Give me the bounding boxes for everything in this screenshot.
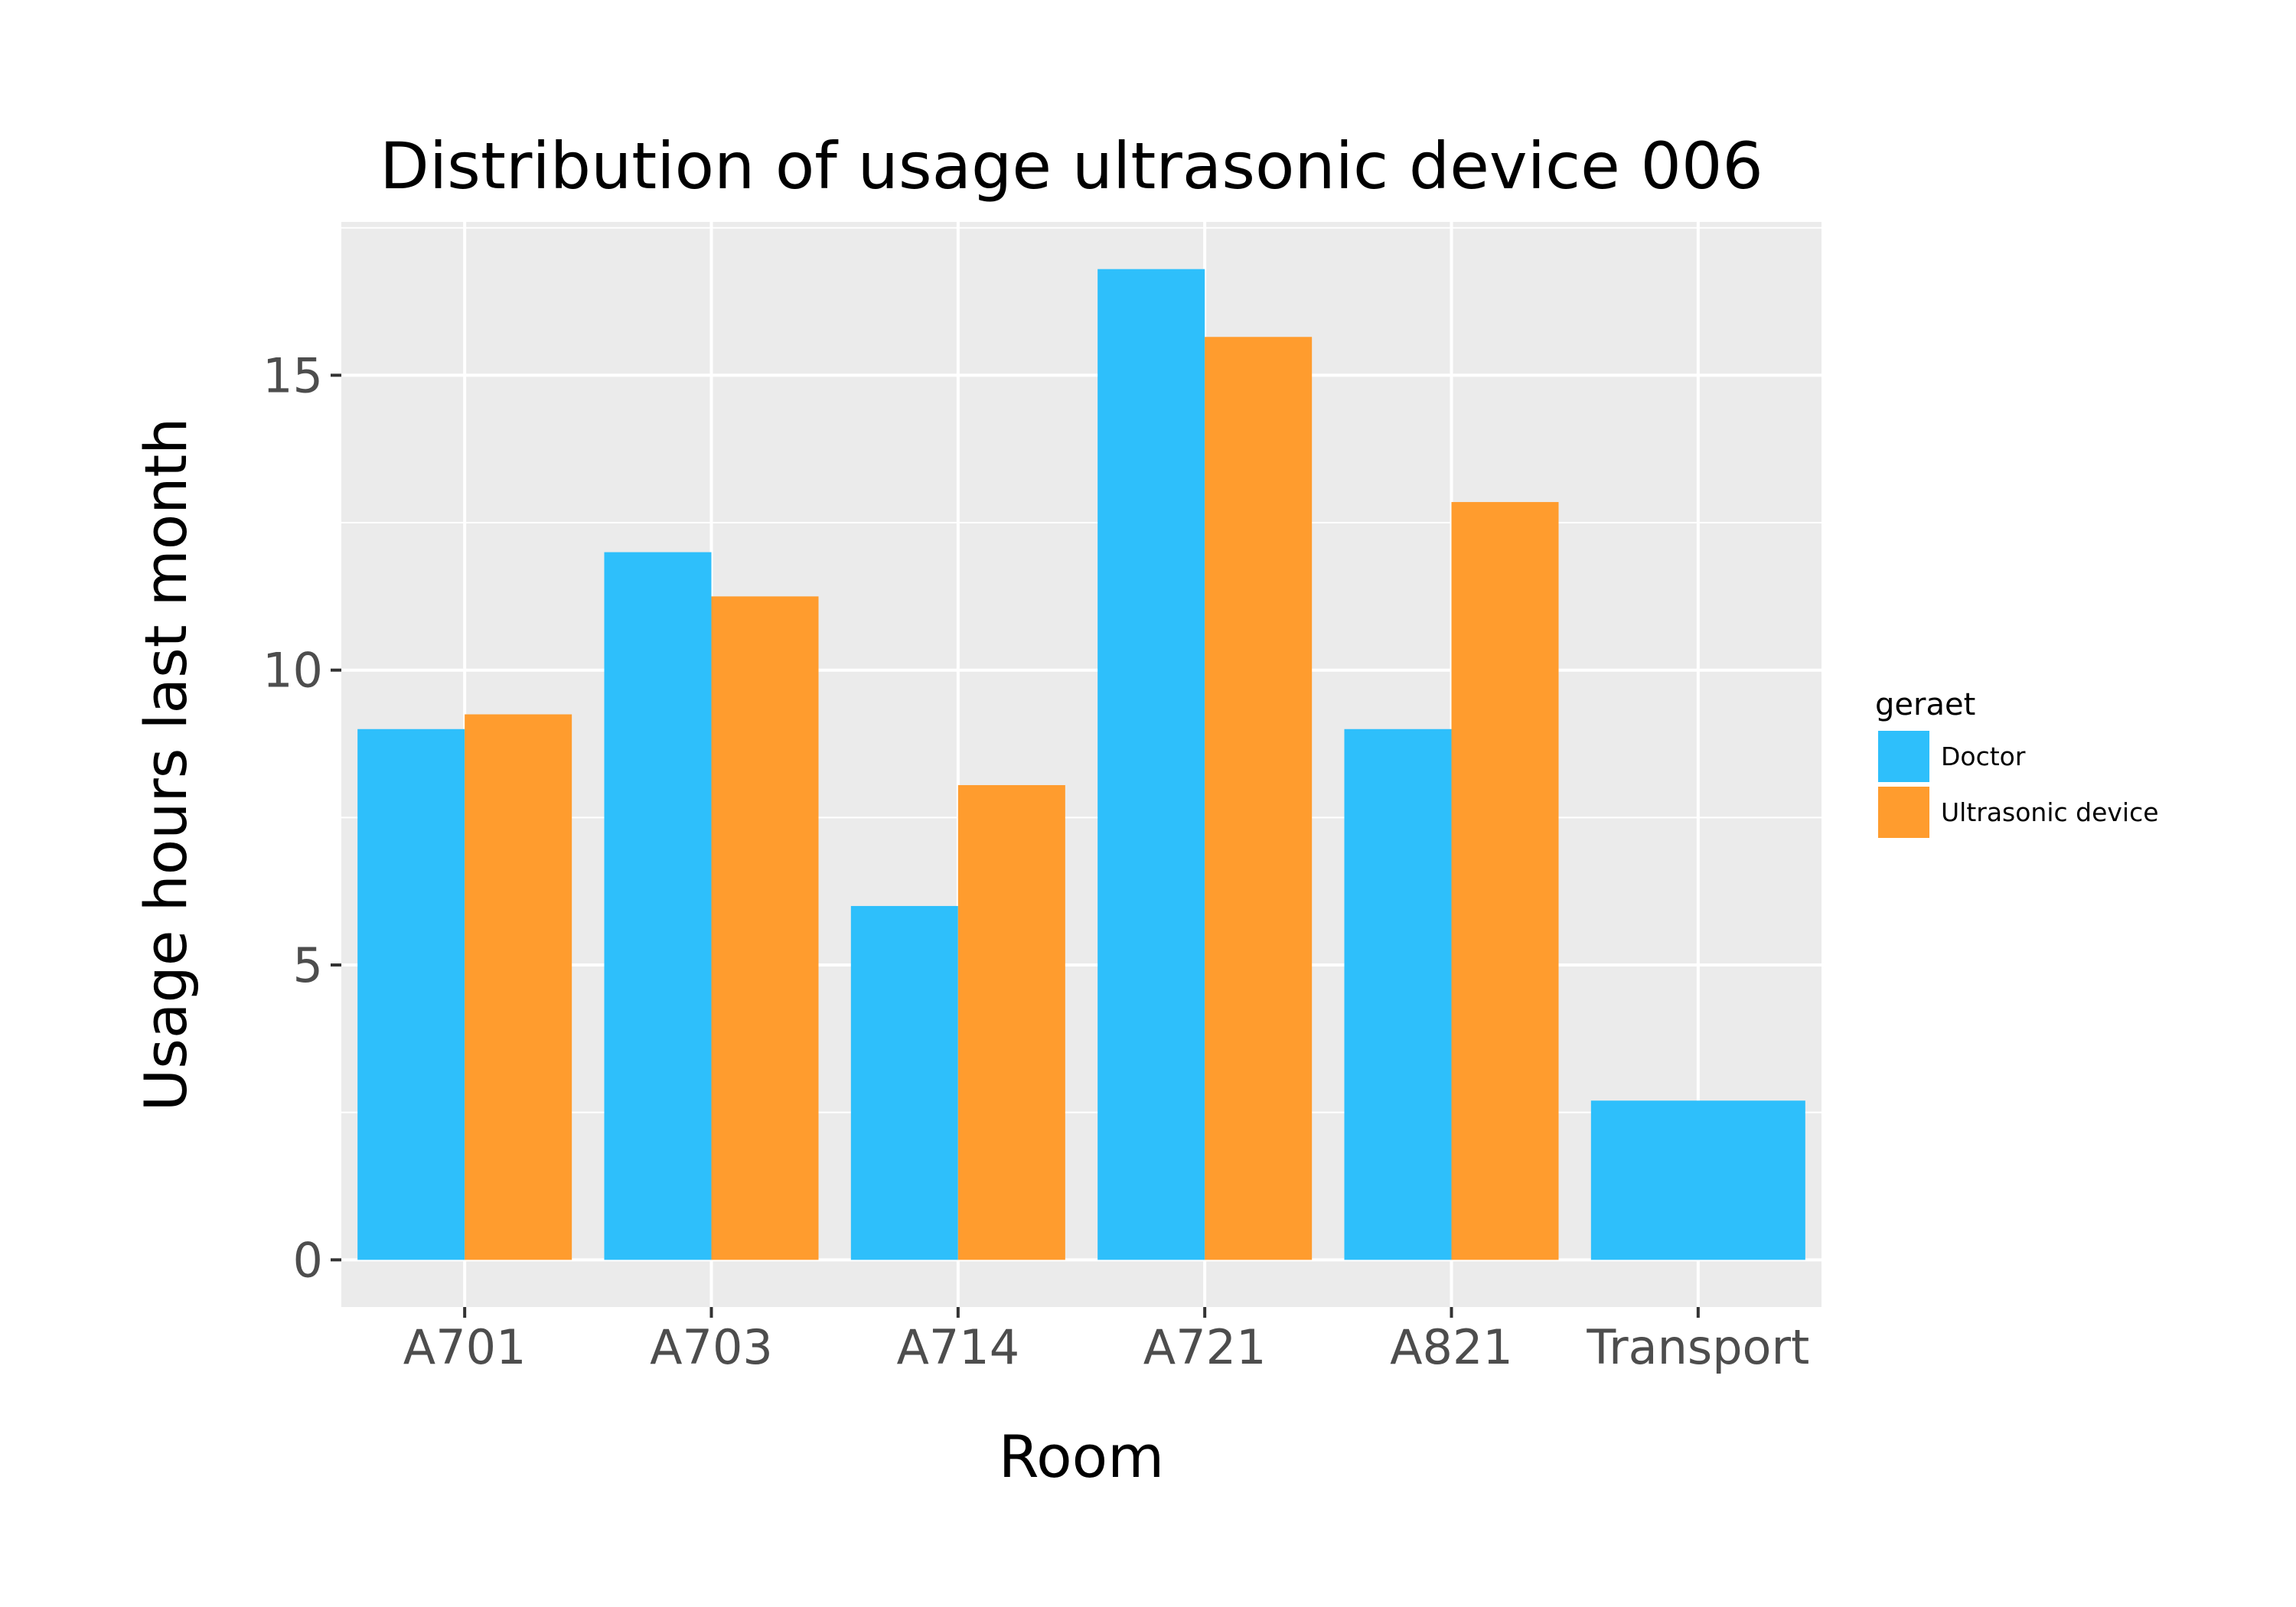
y-axis: 0 5 10 15: [263, 347, 341, 1288]
bar-a714-ultrasonic-device: [957, 784, 1065, 1260]
legend-label: Ultrasonic device: [1941, 797, 2159, 827]
bar-a721-doctor: [1097, 269, 1205, 1260]
x-tick-label: A701: [403, 1319, 527, 1375]
legend-label: Doctor: [1941, 742, 2026, 771]
bar-a701-ultrasonic-device: [465, 714, 572, 1260]
bar-a703-ultrasonic-device: [711, 596, 819, 1260]
legend: geraet Doctor Ultrasonic device: [1875, 687, 2159, 838]
chart-title: Distribution of usage ultrasonic device …: [380, 129, 1763, 204]
x-tick-label: A821: [1390, 1319, 1513, 1375]
y-tick-label: 5: [293, 937, 323, 993]
bar-a701-doctor: [357, 729, 465, 1260]
legend-key-doctor: [1878, 731, 1929, 782]
x-tick-label: A703: [650, 1319, 773, 1375]
y-tick-label: 10: [263, 643, 323, 699]
legend-key-ultrasonic-device: [1878, 787, 1929, 838]
bar-transport-doctor: [1590, 1100, 1805, 1260]
y-axis-title: Usage hours last month: [132, 418, 200, 1112]
y-tick-label: 0: [293, 1232, 323, 1288]
bar-a821-ultrasonic-device: [1451, 502, 1559, 1260]
x-tick-label: A721: [1143, 1319, 1267, 1375]
bar-a714-doctor: [850, 905, 958, 1260]
x-tick-label: Transport: [1586, 1319, 1809, 1375]
bar-a703-doctor: [604, 552, 712, 1260]
bar-a821-doctor: [1344, 729, 1452, 1260]
legend-items: Doctor Ultrasonic device: [1878, 731, 2159, 838]
x-axis-title: Room: [999, 1423, 1164, 1491]
y-tick-label: 15: [263, 347, 323, 403]
bar-a721-ultrasonic-device: [1205, 337, 1313, 1260]
x-axis: A701 A703 A714 A721 A821 Transport: [403, 1307, 1809, 1375]
legend-title: geraet: [1875, 687, 1975, 722]
plot-panel: [341, 222, 1821, 1307]
x-tick-label: A714: [896, 1319, 1019, 1375]
bars-layer: [357, 269, 1805, 1260]
